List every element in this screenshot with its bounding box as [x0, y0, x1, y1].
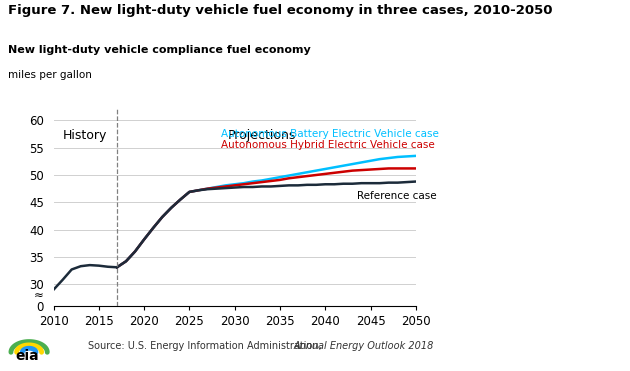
Text: New light-duty vehicle compliance fuel economy: New light-duty vehicle compliance fuel e… — [8, 45, 311, 55]
Text: Projections: Projections — [227, 129, 296, 142]
Text: Annual Energy Outlook 2018: Annual Energy Outlook 2018 — [294, 341, 434, 351]
Text: eia: eia — [16, 349, 39, 363]
Text: Source: U.S. Energy Information Administration,: Source: U.S. Energy Information Administ… — [88, 341, 325, 351]
Text: miles per gallon: miles per gallon — [8, 70, 91, 81]
Text: History: History — [63, 129, 108, 142]
Text: Autonomous Hybrid Electric Vehicle case: Autonomous Hybrid Electric Vehicle case — [221, 140, 435, 150]
Text: Reference case: Reference case — [357, 191, 437, 201]
Text: Autonomous Battery Electric Vehicle case: Autonomous Battery Electric Vehicle case — [221, 129, 439, 139]
Text: Figure 7. New light-duty vehicle fuel economy in three cases, 2010-2050: Figure 7. New light-duty vehicle fuel ec… — [8, 4, 552, 17]
